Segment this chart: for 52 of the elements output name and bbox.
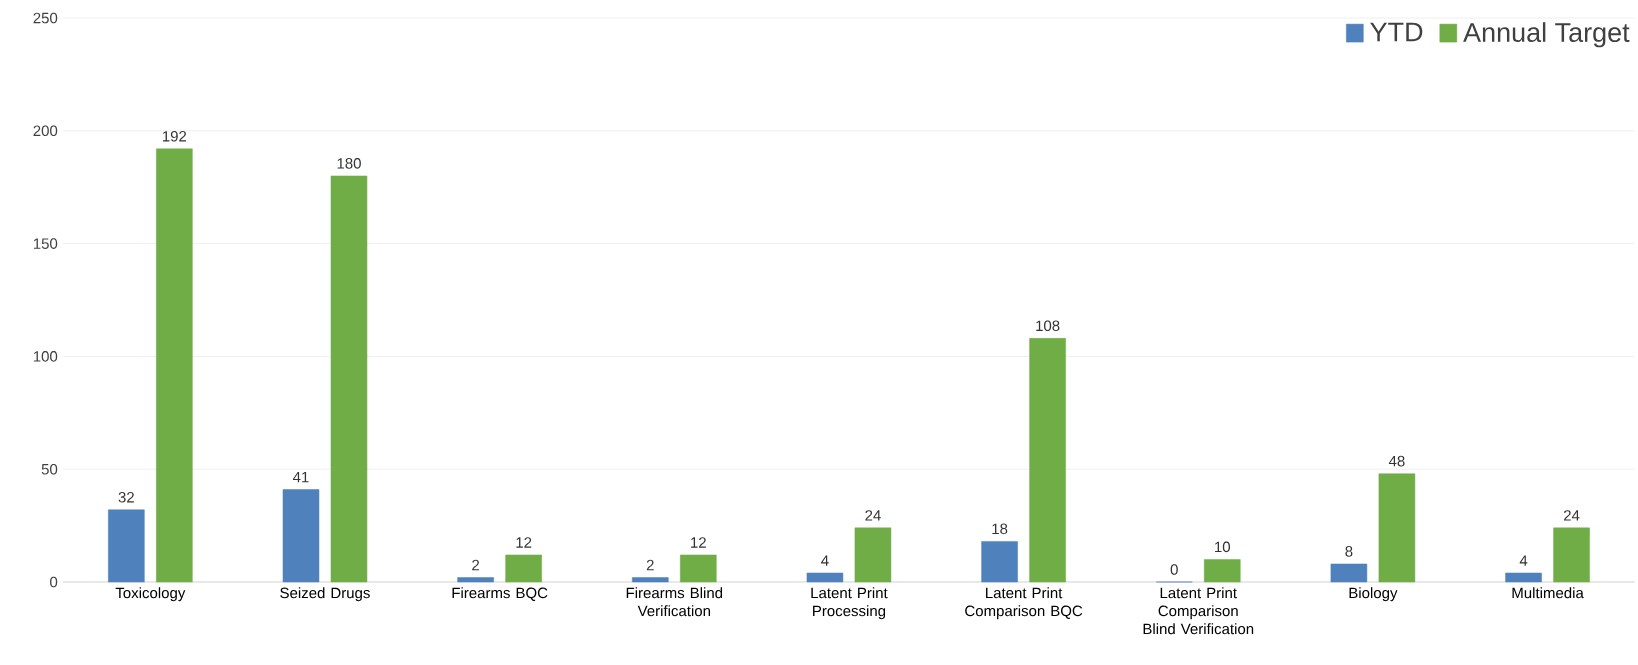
bar [1330,563,1368,583]
x-tick-label: Multimedia [1512,587,1584,599]
bar [1029,338,1066,583]
data-label: 2 [472,559,480,571]
y-tick-label: 150 [33,238,58,249]
data-label: 8 [1345,546,1353,557]
y-tick-label: 100 [33,351,58,362]
data-label: 32 [118,491,134,503]
bar [854,527,892,583]
bar [1553,527,1590,583]
x-tick-label: Firearms BQC [452,587,548,601]
bar [156,148,193,583]
bar [981,541,1018,583]
data-label: 180 [337,158,361,169]
data-label: 108 [1036,320,1060,332]
data-label: 10 [1215,541,1230,553]
y-tick-label: 200 [33,125,58,137]
data-label: 4 [1519,555,1528,566]
data-label: 0 [1170,564,1178,575]
bar [632,577,669,583]
y-tick-label: 250 [33,12,58,24]
legend-label: YTD [1370,22,1423,42]
bar [1378,473,1416,583]
x-tick-label: Latent Print Comparison Blind Verification [1143,587,1254,635]
y-tick-label: 50 [41,463,58,475]
y-tick-label: 0 [50,576,58,588]
x-tick-label: Biology [1349,587,1398,602]
x-tick-label: Latent Print Comparison BQC [965,587,1083,620]
data-label: 12 [516,537,532,548]
bar [505,554,542,583]
data-label: 12 [691,537,706,548]
data-label: 24 [865,510,881,521]
data-label: 24 [1563,510,1580,521]
bar [330,175,368,583]
bar [1505,572,1542,583]
bar [282,489,320,583]
data-label: 192 [162,130,187,142]
x-tick-label: Toxicology [115,587,186,602]
x-tick-label: Seized Drugs [280,587,370,602]
data-label: 2 [646,559,654,571]
data-label: 48 [1388,455,1405,467]
x-tick-label: Latent Print Processing [811,587,888,620]
bar [680,554,717,583]
bar [806,572,844,583]
bar [457,577,494,583]
bar [1204,559,1241,583]
bar [108,509,145,583]
legend-label: Annual Target [1463,22,1630,48]
x-tick-label: Firearms Blind Verification [626,587,723,617]
data-label: 41 [292,471,309,483]
data-label: 4 [821,555,829,566]
data-label: 18 [992,523,1008,535]
